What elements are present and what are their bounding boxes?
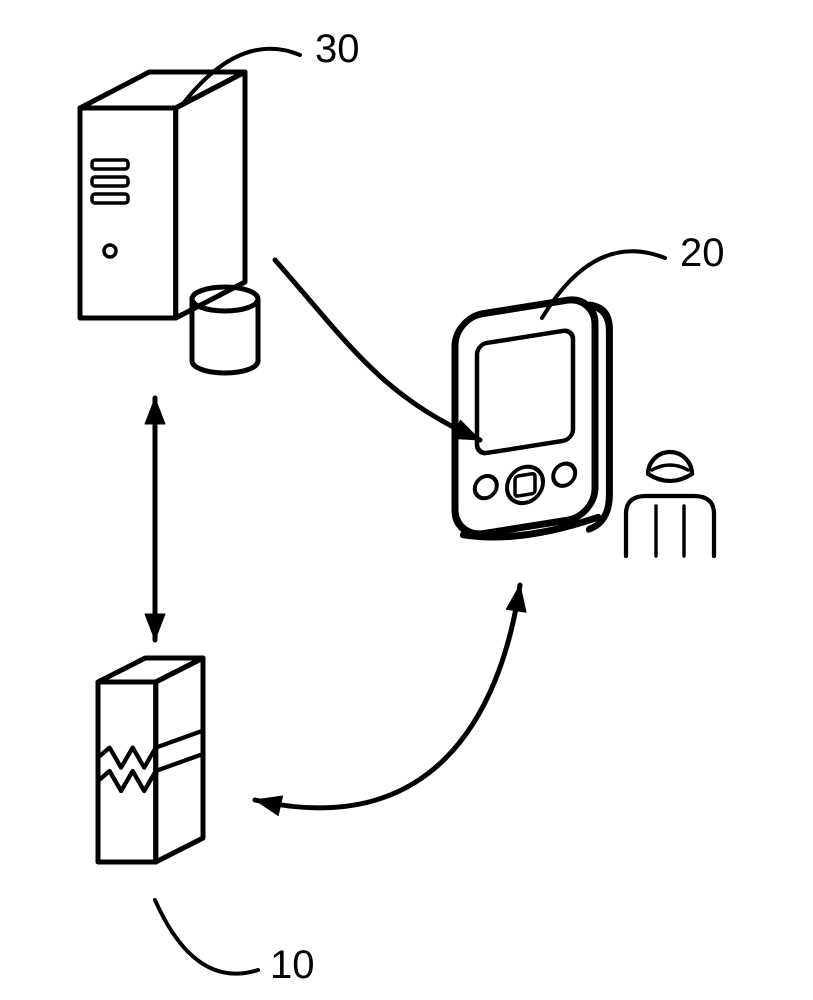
parcel-node — [98, 658, 203, 862]
arrowhead-icon — [255, 796, 283, 816]
arrowhead-icon — [145, 614, 165, 640]
ref-label-server: 30 — [315, 27, 360, 71]
server-node — [80, 72, 258, 373]
ref-label-parcel: 10 — [270, 943, 315, 987]
arrowhead-icon — [145, 398, 165, 424]
arrowhead-icon — [506, 585, 526, 612]
ref-label-device: 20 — [680, 231, 725, 275]
user-icon — [626, 452, 714, 556]
edge-parcel-device — [255, 585, 520, 808]
device-node — [455, 294, 609, 551]
leader-parcel — [155, 900, 258, 974]
edge-server-to-device — [275, 260, 480, 440]
